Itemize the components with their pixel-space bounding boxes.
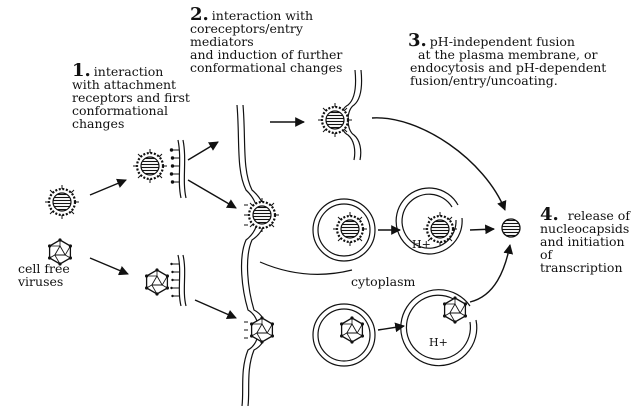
attachment-membrane-bottom (177, 254, 187, 307)
step-3-line-4: fusion/entry/uncoating. (410, 73, 558, 88)
step-1-line-3: receptors and first (72, 90, 190, 105)
step-2-label: 2. interaction with coreceptors/entry med… (190, 6, 370, 75)
step-3-line-2: at the plasma membrane, or (418, 47, 598, 62)
cell-free-line-1: cell free (18, 261, 70, 276)
endocytosed-enveloped-virus (331, 210, 369, 248)
free-enveloped-virus (43, 183, 81, 221)
endosome-icosahedral-1 (312, 303, 376, 367)
step-3-line-3: endocytosis and pH-dependent (410, 60, 607, 75)
cytoplasm-label: cytoplasm (351, 274, 416, 289)
coreceptor-bound-icosahedral-virus (249, 315, 275, 345)
coreceptor-bound-enveloped-virus (243, 196, 281, 234)
step-1-label: 1. interaction with attachment receptors … (72, 62, 192, 131)
released-nucleocapsid (501, 218, 521, 238)
step-1-line-4: conformational (72, 103, 169, 118)
step-2-line-1: interaction with (211, 8, 314, 23)
step-4-line-4: of transcription (540, 247, 623, 275)
flow-arrows (89, 117, 514, 333)
coreceptors-main (244, 204, 248, 339)
cell-free-viruses-label: cell free viruses (18, 262, 88, 288)
step-1-number: 1. (72, 60, 91, 81)
attachment-receptors-top (169, 148, 181, 184)
step-2-line-4: conformational changes (190, 60, 343, 75)
step-1-line-5: changes (72, 116, 125, 131)
attachment-receptors-bottom (169, 262, 181, 298)
attached-icosahedral-virus (144, 267, 170, 297)
step-2-number: 2. (190, 4, 209, 25)
h-plus-label-top: H+ (412, 238, 431, 251)
step-3-number: 3. (408, 30, 427, 51)
uncoating-icosahedral-virus (442, 295, 468, 325)
step-4-line-1: release of (567, 208, 630, 223)
step-4-number: 4. (540, 204, 559, 225)
attachment-membrane-top (177, 139, 187, 199)
membrane-curve-bottom (259, 261, 353, 275)
step-2-line-2: coreceptors/entry mediators (190, 21, 303, 49)
h-plus-label-bottom: H+ (429, 336, 448, 349)
attached-enveloped-virus (131, 147, 169, 185)
step-3-label: 3. pH-independent fusion at the plasma me… (408, 32, 618, 88)
step-4-line-2: nucleocapsids (540, 221, 630, 236)
step-2-line-3: and induction of further (190, 47, 343, 62)
endosome-enveloped-1 (312, 198, 376, 262)
cell-free-line-2: viruses (18, 274, 64, 289)
step-3-line-1: pH-independent fusion (429, 34, 575, 49)
plasma-membrane-main (236, 104, 267, 406)
fusing-enveloped-virus (316, 101, 354, 139)
step-1-line-1: interaction (93, 64, 164, 79)
step-4-line-3: and initiation (540, 234, 625, 249)
step-1-line-2: with attachment (72, 77, 177, 92)
step-4-label: 4. release of nucleocapsids and initiatio… (540, 206, 638, 275)
endocytosed-icosahedral-virus (339, 315, 365, 345)
endosome-icosahedral-2 (400, 289, 478, 367)
